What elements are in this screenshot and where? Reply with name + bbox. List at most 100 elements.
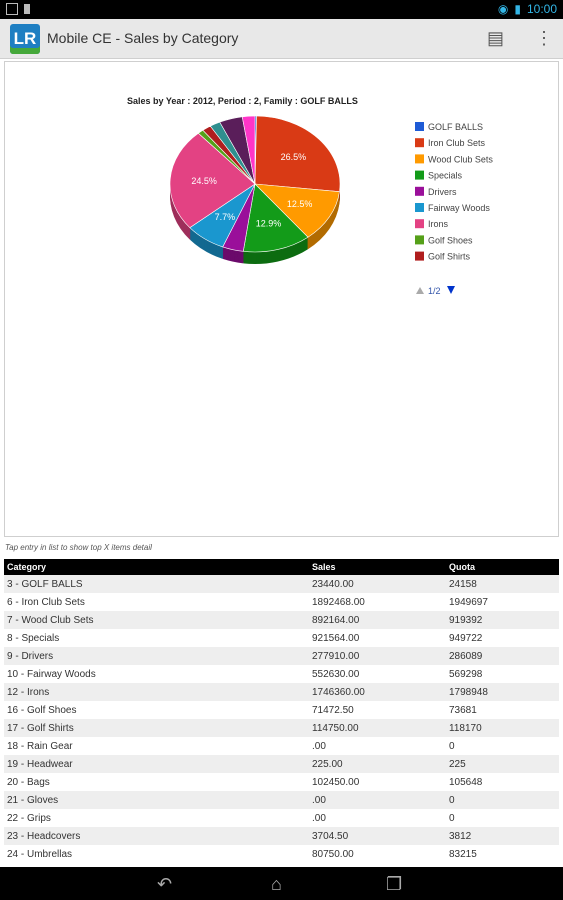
cell-category: 9 - Drivers (7, 650, 54, 662)
cell-sales: .00 (312, 740, 326, 752)
cell-sales: 71472.50 (312, 704, 354, 716)
header-sales: Sales (312, 562, 336, 572)
table-row[interactable]: 3 - GOLF BALLS 23440.00 24158 (4, 575, 559, 593)
cell-quota: 83215 (449, 848, 477, 860)
sd-card-icon (24, 4, 30, 14)
status-bar: ◉ ▮ 10:00 (0, 0, 563, 19)
table-row[interactable]: 6 - Iron Club Sets 1892468.00 1949697 (4, 593, 559, 611)
cell-sales: 80750.00 (312, 848, 354, 860)
pie-data-label: 12.9% (256, 218, 282, 228)
cell-sales: .00 (312, 794, 326, 806)
cell-quota: 225 (449, 758, 466, 770)
legend-item[interactable]: Wood Club Sets (415, 154, 493, 164)
legend-swatch (415, 219, 424, 229)
recent-apps-icon[interactable]: ❐ (386, 874, 403, 894)
legend-swatch (415, 170, 424, 180)
cell-quota: 1798948 (449, 686, 488, 698)
legend-item[interactable]: Iron Club Sets (415, 138, 486, 148)
pie-slice[interactable] (242, 183, 309, 253)
table-body: 3 - GOLF BALLS 23440.00 24158 6 - Iron Club… (4, 575, 559, 863)
document-icon[interactable]: ▤ (487, 28, 505, 48)
legend-item[interactable]: Specials (415, 170, 463, 181)
cell-sales: 102450.00 (312, 776, 360, 788)
cell-sales: 921564.00 (312, 632, 360, 644)
legend-label: Iron Club Sets (428, 138, 486, 148)
legend-label: Wood Club Sets (428, 154, 493, 164)
table-row[interactable]: 24 - Umbrellas 80750.00 83215 (4, 845, 559, 863)
legend-label: GOLF BALLS (428, 122, 483, 132)
cell-category: 17 - Golf Shirts (7, 722, 74, 734)
cell-quota: 1949697 (449, 596, 488, 608)
table-row[interactable]: 17 - Golf Shirts 114750.00 118170 (4, 719, 559, 737)
cell-category: 8 - Specials (7, 632, 60, 644)
home-icon[interactable]: ⌂ (271, 874, 282, 894)
legend-item[interactable]: Drivers (415, 186, 457, 197)
table-row[interactable]: 9 - Drivers 277910.00 286089 (4, 647, 559, 665)
header-quota: Quota (449, 562, 475, 572)
legend-item[interactable]: Golf Shoes (415, 235, 473, 245)
cell-category: 7 - Wood Club Sets (7, 614, 94, 626)
pie-slice[interactable] (241, 115, 256, 185)
legend-item[interactable]: Irons (415, 219, 449, 229)
cell-quota: 73681 (449, 704, 477, 716)
legend-item[interactable]: GOLF BALLS (415, 122, 483, 132)
table-row[interactable]: 7 - Wood Club Sets 892164.00 919392 (4, 611, 559, 629)
category-table: Category Sales Quota 3 - GOLF BALLS 23440… (4, 559, 559, 863)
cell-category: 20 - Bags (7, 776, 50, 788)
status-time: 10:00 (526, 2, 557, 16)
legend-label: Drivers (428, 187, 457, 197)
cell-category: 6 - Iron Club Sets (7, 596, 85, 608)
cell-category: 12 - Irons (7, 686, 50, 698)
cell-category: 22 - Grips (7, 812, 51, 824)
table-header: Category Sales Quota (4, 559, 559, 575)
pie-slice[interactable] (254, 183, 340, 238)
cell-sales: 225.00 (312, 758, 343, 770)
legend-swatch (415, 186, 424, 196)
legend-page-indicator: 1/2 (428, 286, 441, 296)
cell-sales: 1892468.00 (312, 596, 365, 608)
legend-label: Golf Shoes (428, 235, 473, 245)
table-row[interactable]: 18 - Rain Gear .00 0 (4, 737, 559, 755)
hint-text: Tap entry in list to show top X items de… (5, 543, 152, 552)
cell-quota: 105648 (449, 776, 483, 788)
cell-sales: 277910.00 (312, 650, 360, 662)
chart-title: Sales by Year : 2012, Period : 2, Family… (127, 96, 358, 106)
pie-slice[interactable] (169, 132, 256, 229)
action-bar: LR Mobile CE - Sales by Category ▤ ⋮ (0, 19, 563, 59)
table-row[interactable]: 12 - Irons 1746360.00 1798948 (4, 683, 559, 701)
table-row[interactable]: 20 - Bags 102450.00 105648 (4, 773, 559, 791)
overflow-menu-icon[interactable]: ⋮ (535, 28, 553, 48)
app-logo[interactable]: LR (10, 24, 40, 54)
legend-swatch (415, 138, 424, 148)
cell-sales: 114750.00 (312, 722, 359, 734)
legend-item[interactable]: Golf Shirts (415, 251, 471, 262)
back-icon[interactable]: ↶ (157, 874, 173, 894)
legend-swatch (415, 154, 424, 164)
cell-quota: 0 (449, 812, 455, 824)
image-notification-icon (6, 3, 18, 15)
cell-quota: 286089 (449, 650, 483, 662)
cell-category: 21 - Gloves (7, 794, 59, 806)
pie-slice[interactable] (254, 115, 341, 192)
cell-category: 24 - Umbrellas (7, 848, 73, 860)
table-row[interactable]: 23 - Headcovers 3704.50 3812 (4, 827, 559, 845)
table-row[interactable]: 10 - Fairway Woods 552630.00 569298 (4, 665, 559, 683)
legend-item[interactable]: Fairway Woods (415, 203, 490, 213)
legend-next-icon[interactable] (447, 286, 455, 294)
table-row[interactable]: 21 - Gloves .00 0 (4, 791, 559, 809)
table-row[interactable]: 16 - Golf Shoes 71472.50 73681 (4, 701, 559, 719)
table-row[interactable]: 22 - Grips .00 0 (4, 809, 559, 827)
table-row[interactable]: 8 - Specials 921564.00 949722 (4, 629, 559, 647)
cell-sales: 23440.00 (312, 578, 354, 590)
legend-swatch (415, 122, 424, 131)
cell-category: 18 - Rain Gear (7, 740, 73, 752)
cell-category: 16 - Golf Shoes (7, 704, 77, 716)
legend-swatch (415, 251, 424, 261)
legend-prev-icon[interactable] (416, 287, 424, 294)
cell-sales: .00 (312, 812, 326, 824)
legend-label: Specials (428, 171, 463, 181)
pie-data-label: 24.5% (191, 176, 217, 186)
legend-label: Irons (428, 219, 449, 229)
battery-icon: ▮ (514, 2, 521, 16)
table-row[interactable]: 19 - Headwear 225.00 225 (4, 755, 559, 773)
